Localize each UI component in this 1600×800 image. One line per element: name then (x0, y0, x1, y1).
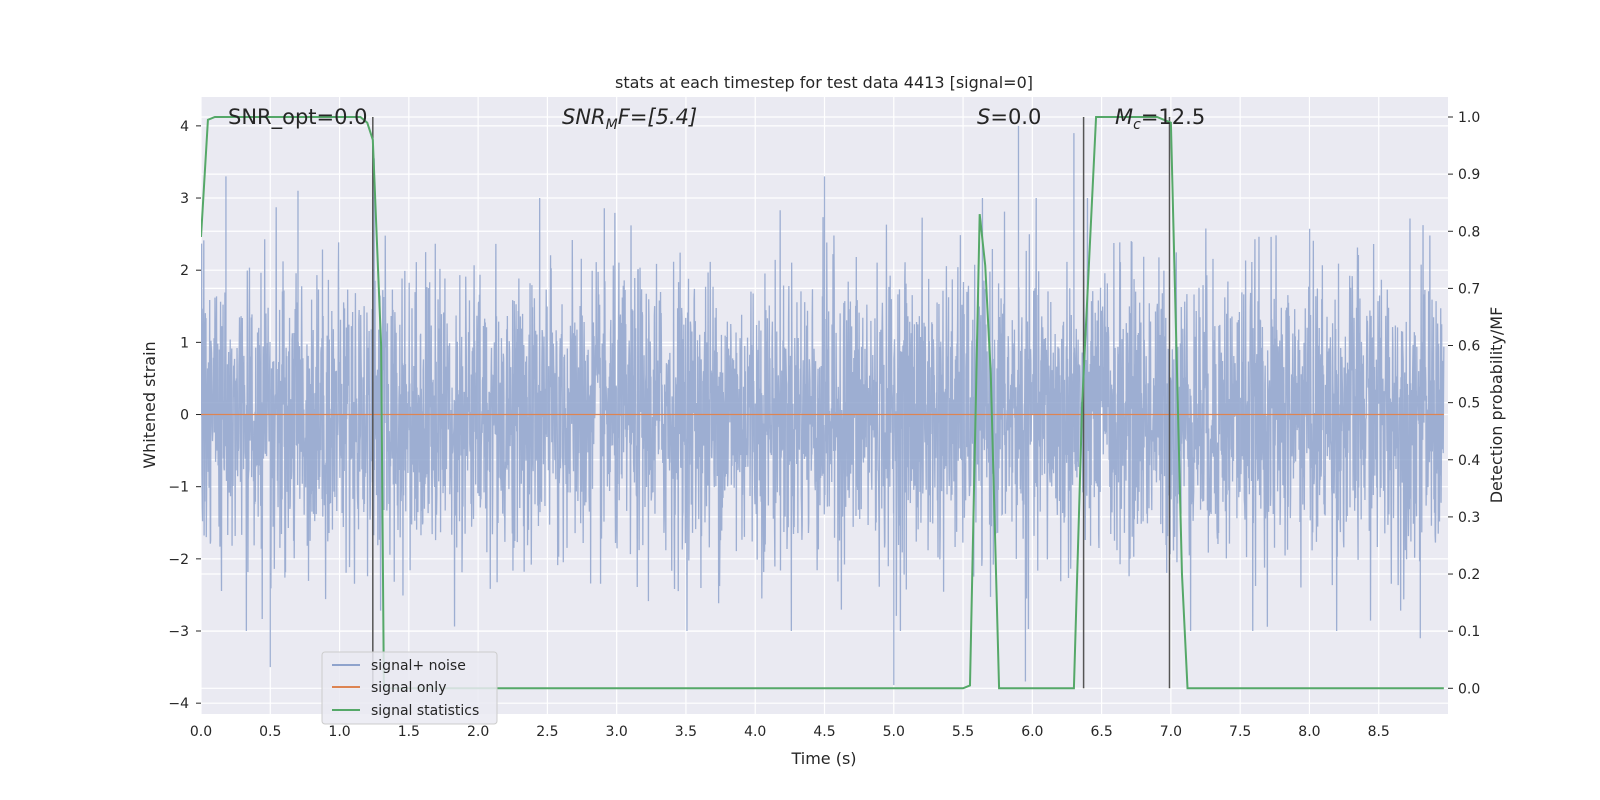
annotation-snr-opt: SNR_opt=0.0 (228, 105, 368, 130)
signal-noise-line (201, 125, 1445, 686)
annotation-snr-mf: SNRMF=[5.4] (562, 105, 697, 133)
x-tick-label-11: 5.5 (952, 724, 974, 740)
x-axis-ticks: 0.0 0.5 1.0 1.5 2.0 2.5 3.0 3.5 4.0 4.5 5.0 5.5 6.0 6… (190, 724, 1390, 740)
x-tick-label-0: 0.0 (190, 724, 212, 740)
x-tick-label-12: 6.0 (1021, 724, 1043, 740)
y-axis-label: Whitened strain (140, 341, 159, 468)
x-tick-label-15: 7.5 (1229, 724, 1251, 740)
vertical-markers (372, 116, 1171, 689)
y-axis-ticks: 4 3 2 1 0 −1 −2 −3 −4 (168, 119, 201, 712)
x-tick-label-10: 5.0 (883, 724, 905, 740)
y2-tick-label-2: 0.8 (1458, 224, 1480, 240)
x-tick-label-8: 4.0 (744, 724, 766, 740)
y2-tick-label-4: 0.6 (1458, 339, 1480, 355)
y-tick-label-0: 4 (180, 119, 189, 135)
y2-axis-ticks: 1.0 0.9 0.8 0.7 0.6 0.5 0.4 0.3 0.2 0.1 0.0 (1448, 110, 1480, 697)
annotation-snr-mf-sub: M (606, 117, 618, 133)
x-tick-label-17: 8.5 (1368, 724, 1390, 740)
y2-tick-label-3: 0.7 (1458, 281, 1480, 297)
series-signal-statistics (201, 116, 1444, 690)
y-tick-label-1: 3 (180, 191, 189, 207)
x-tick-label-2: 1.0 (328, 724, 350, 740)
x-tick-label-1: 0.5 (259, 724, 281, 740)
x-tick-label-3: 1.5 (398, 724, 420, 740)
y2-tick-label-6: 0.4 (1458, 453, 1480, 469)
legend-label-signal-noise: signal+ noise (371, 658, 466, 674)
y2-tick-label-8: 0.2 (1458, 567, 1480, 583)
y2-tick-label-1: 0.9 (1458, 167, 1480, 183)
legend-label-signal-statistics: signal statistics (371, 703, 479, 719)
x-tick-label-5: 2.5 (536, 724, 558, 740)
annotation-snr-mf-rest: F=[5.4] (618, 105, 697, 129)
annotation-mc-main: M (1115, 105, 1133, 129)
annotation-s: S=0.0 (977, 105, 1041, 129)
y-tick-label-7: −3 (168, 624, 189, 640)
y-tick-label-5: −1 (168, 480, 189, 496)
annotation-s-main: S (977, 105, 990, 129)
x-axis-label: Time (s) (790, 749, 856, 768)
x-tick-label-9: 4.5 (813, 724, 835, 740)
signal-statistics-line (201, 116, 1444, 690)
y2-tick-label-9: 0.1 (1458, 624, 1480, 640)
annotation-mc-sub: c (1133, 117, 1141, 133)
y2-tick-label-0: 1.0 (1458, 110, 1480, 126)
x-tick-label-7: 3.5 (675, 724, 697, 740)
y-tick-label-6: −2 (168, 552, 189, 568)
series-signal-noise (201, 125, 1445, 686)
legend: signal+ noise signal only signal statist… (321, 651, 498, 725)
x-tick-label-6: 3.0 (606, 724, 628, 740)
annotation-s-rest: =0.0 (990, 105, 1041, 129)
annotation-mc-rest: =12.5 (1141, 105, 1205, 129)
y-tick-label-8: −4 (168, 696, 189, 712)
legend-label-signal-only: signal only (371, 680, 446, 696)
y-tick-label-2: 2 (180, 263, 189, 279)
legend-box (321, 651, 498, 725)
x-tick-label-4: 2.0 (467, 724, 489, 740)
x-tick-label-16: 8.0 (1298, 724, 1320, 740)
y-tick-label-3: 1 (180, 335, 189, 351)
y2-tick-label-10: 0.0 (1458, 681, 1480, 697)
annotation-snr-mf-main: SNR (562, 105, 606, 129)
x-tick-label-13: 6.5 (1090, 724, 1112, 740)
x-tick-label-14: 7.0 (1160, 724, 1182, 740)
chart-title: stats at each timestep for test data 441… (615, 73, 1033, 92)
y2-tick-label-7: 0.3 (1458, 510, 1480, 526)
y2-tick-label-5: 0.5 (1458, 396, 1480, 412)
annotation-mc: Mc=12.5 (1115, 105, 1205, 133)
y-tick-label-4: 0 (180, 408, 189, 424)
y2-axis-label: Detection probability/MF (1487, 307, 1506, 504)
